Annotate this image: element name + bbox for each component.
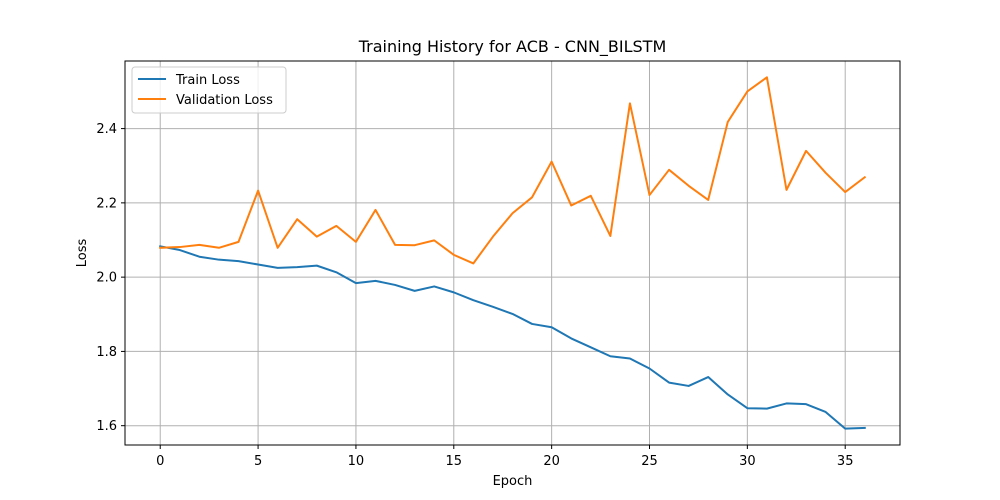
x-axis-label: Epoch bbox=[493, 474, 533, 489]
legend-label-validation-loss: Validation Loss bbox=[176, 93, 273, 108]
y-tick-label: 2.4 bbox=[96, 122, 117, 137]
x-tick-label: 20 bbox=[543, 454, 560, 469]
legend-box bbox=[131, 66, 287, 114]
y-tick-label: 2.0 bbox=[96, 271, 117, 286]
y-axis-label: Loss bbox=[75, 239, 90, 268]
x-tick-label: 10 bbox=[348, 454, 365, 469]
y-tick-label: 1.8 bbox=[96, 345, 117, 360]
legend: Train Loss Validation Loss bbox=[131, 66, 287, 114]
y-tick-label: 2.2 bbox=[96, 196, 117, 211]
y-tick-label: 1.6 bbox=[96, 419, 117, 434]
x-tick-label: 0 bbox=[156, 454, 164, 469]
gridlines bbox=[125, 61, 900, 445]
x-tick-label: 30 bbox=[739, 454, 756, 469]
axis-ticks: 0 5 10 15 20 25 30 35 1.6 1.8 2.0 2.2 2.4 bbox=[96, 122, 853, 469]
x-tick-label: 25 bbox=[641, 454, 658, 469]
series-lines bbox=[159, 76, 867, 430]
x-tick-label: 35 bbox=[837, 454, 854, 469]
series-line-train-loss bbox=[159, 245, 866, 430]
x-tick-label: 5 bbox=[254, 454, 262, 469]
legend-label-train-loss: Train Loss bbox=[175, 73, 240, 88]
chart-title: Training History for ACB - CNN_BILSTM bbox=[358, 37, 667, 57]
series-line-validation-loss bbox=[159, 76, 867, 265]
plot-area-frame bbox=[124, 60, 901, 446]
x-tick-label: 15 bbox=[446, 454, 463, 469]
